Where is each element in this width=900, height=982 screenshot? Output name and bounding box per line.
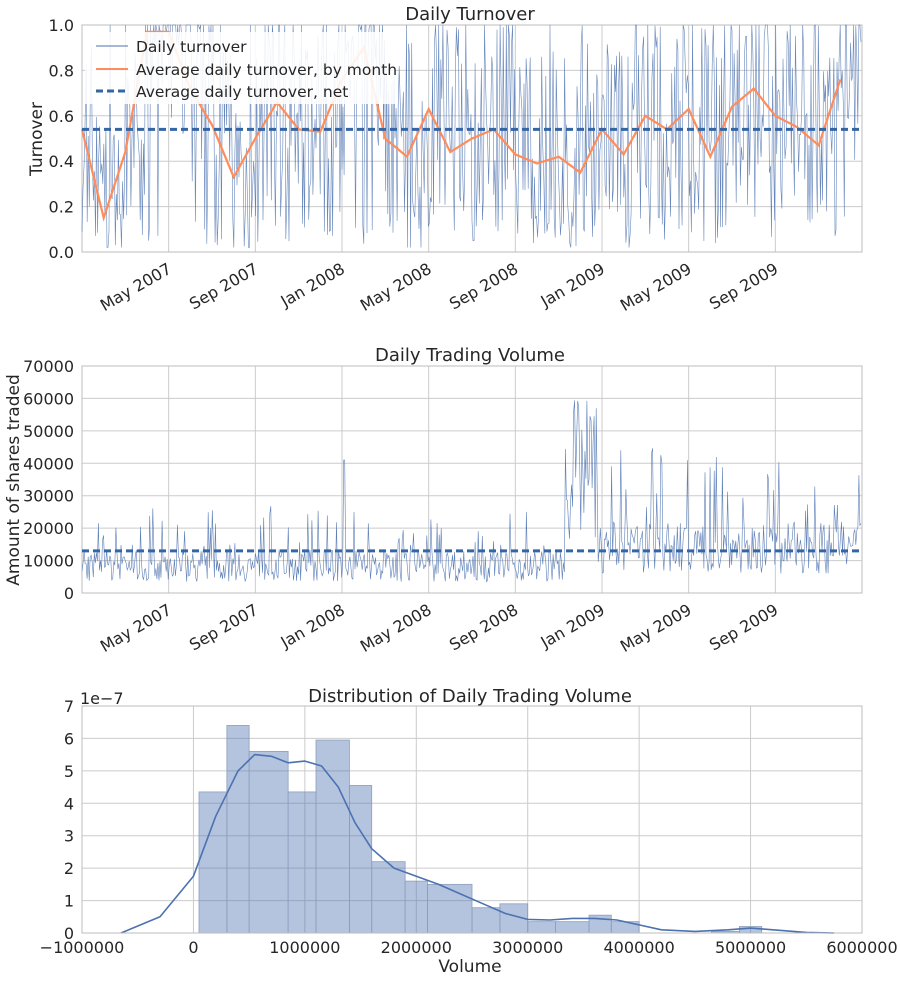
histogram-bar bbox=[315, 739, 350, 934]
p2-ytick-label: 30000 bbox=[23, 487, 74, 506]
turnover-chart-title: Daily Turnover bbox=[405, 4, 535, 25]
p3-xtick-label: 3000000 bbox=[492, 938, 563, 957]
p3-ytick-label: 0 bbox=[64, 924, 74, 943]
p1-ytick-label: 0.4 bbox=[49, 152, 74, 171]
p2-ytick-label: 60000 bbox=[23, 389, 74, 408]
histogram-bar bbox=[471, 907, 501, 934]
p3-xtick-label: 6000000 bbox=[826, 938, 897, 957]
p3-xtick-label: 1000000 bbox=[269, 938, 340, 957]
distribution-y-scale-label: 1e−7 bbox=[80, 689, 124, 708]
distribution-xlabel: Volume bbox=[438, 957, 501, 977]
volume-ylabel: Amount of shares traded bbox=[4, 374, 24, 586]
legend-daily-label: Daily turnover bbox=[136, 38, 247, 56]
p3-xtick-label: −1000000 bbox=[40, 938, 125, 957]
p3-ytick-label: 4 bbox=[64, 794, 74, 813]
p2-ytick-label: 50000 bbox=[23, 422, 74, 441]
p2-xtick-label: Jan 2009 bbox=[537, 600, 608, 652]
p1-xtick-label: Jan 2009 bbox=[537, 259, 608, 311]
p3-ytick-label: 6 bbox=[64, 729, 74, 748]
histogram-bar bbox=[349, 785, 373, 934]
p2-xtick-label: Sep 2007 bbox=[186, 600, 261, 654]
p2-xtick-label: Sep 2008 bbox=[446, 600, 521, 654]
daily-volume-line bbox=[81, 400, 862, 583]
volume-chart: 0 10000 20000 30000 40000 50000 60000 70000 May … bbox=[4, 345, 863, 656]
histogram-bar bbox=[248, 751, 289, 934]
p2-xtick-label: Sep 2009 bbox=[706, 600, 781, 654]
histogram-bar bbox=[287, 791, 317, 934]
turnover-chart: 0.0 0.2 0.4 0.6 0.8 1.0 May 2007 Sep 2007 Jan 20… bbox=[27, 4, 863, 315]
p3-xtick-label: 0 bbox=[188, 938, 198, 957]
p1-ytick-label: 0.8 bbox=[49, 61, 74, 80]
p3-ytick-label: 5 bbox=[64, 762, 74, 781]
p3-xtick-label: 5000000 bbox=[715, 938, 786, 957]
volume-chart-title: Daily Trading Volume bbox=[375, 345, 565, 366]
legend-monthly-label: Average daily turnover, by month bbox=[136, 61, 397, 79]
p1-xtick-label: Sep 2009 bbox=[706, 259, 781, 313]
p1-xtick-label: Sep 2008 bbox=[446, 259, 521, 313]
monthly-average-line bbox=[80, 30, 842, 222]
p3-xtick-label: 4000000 bbox=[604, 938, 675, 957]
p2-xtick-label: May 2008 bbox=[357, 600, 435, 656]
turnover-ylabel: Turnover bbox=[27, 102, 47, 177]
kde-curve bbox=[120, 753, 835, 934]
p3-ytick-label: 7 bbox=[64, 697, 74, 716]
histogram-bar bbox=[371, 861, 406, 934]
distribution-chart-title: Distribution of Daily Trading Volume bbox=[308, 686, 632, 707]
p1-xtick-label: Jan 2008 bbox=[277, 259, 348, 311]
p1-xtick-label: May 2008 bbox=[357, 259, 435, 315]
p1-ytick-label: 1.0 bbox=[49, 16, 74, 35]
histogram-bar bbox=[427, 883, 473, 934]
p2-xtick-label: May 2007 bbox=[97, 600, 175, 656]
histogram-bar bbox=[226, 725, 250, 934]
p2-ytick-label: 70000 bbox=[23, 357, 74, 376]
histogram-bar bbox=[555, 921, 590, 934]
p2-xtick-label: May 2009 bbox=[617, 600, 695, 656]
p2-ytick-label: 10000 bbox=[23, 552, 74, 571]
p1-xtick-label: May 2009 bbox=[617, 259, 695, 315]
histogram-bar bbox=[527, 921, 556, 934]
p2-ytick-label: 20000 bbox=[23, 519, 74, 538]
p3-xtick-label: 2000000 bbox=[381, 938, 452, 957]
p1-xtick-label: May 2007 bbox=[97, 259, 175, 315]
legend-net-label: Average daily turnover, net bbox=[136, 83, 348, 101]
histogram-bar bbox=[404, 880, 428, 934]
p2-ytick-label: 0 bbox=[64, 584, 74, 603]
p3-ytick-label: 2 bbox=[64, 859, 74, 878]
p2-ytick-label: 40000 bbox=[23, 454, 74, 473]
p1-xtick-label: Sep 2007 bbox=[186, 259, 261, 313]
turnover-legend: Daily turnover Average daily turnover, b… bbox=[85, 32, 397, 104]
p3-ytick-label: 1 bbox=[64, 892, 74, 911]
histogram-bar bbox=[198, 791, 228, 934]
p3-ytick-label: 3 bbox=[64, 827, 74, 846]
p1-ytick-label: 0.6 bbox=[49, 107, 74, 126]
p2-xtick-label: Jan 2008 bbox=[277, 600, 348, 652]
p1-ytick-label: 0.0 bbox=[49, 243, 74, 262]
p1-ytick-label: 0.2 bbox=[49, 198, 74, 217]
